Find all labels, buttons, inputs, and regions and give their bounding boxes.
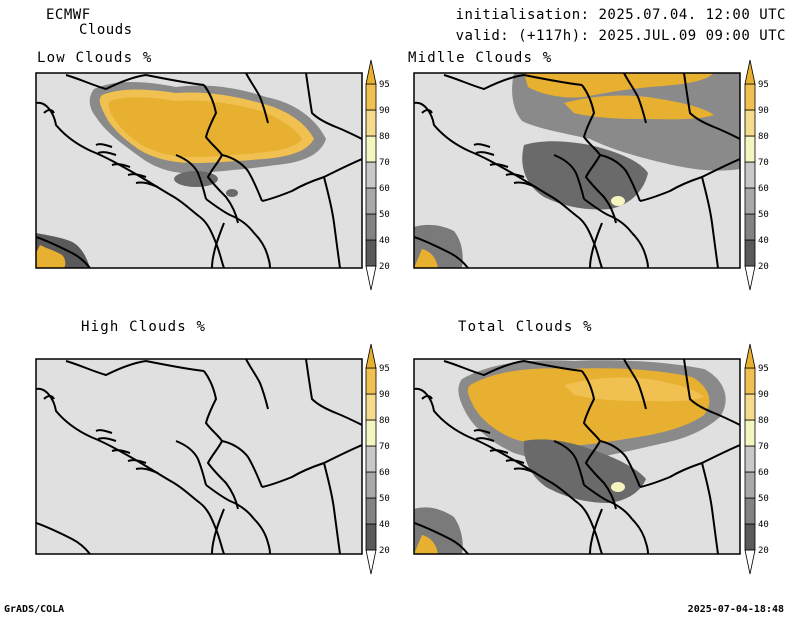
colorbar-label: 40 (758, 520, 769, 530)
colorbar-label: 80 (758, 132, 769, 142)
colorbar-swatch (744, 265, 756, 291)
colorbar-label: 20 (379, 262, 390, 272)
colorbar-swatch (365, 109, 377, 137)
colorbar-swatch (365, 549, 377, 575)
colorbar-swatch (744, 367, 756, 395)
colorbar-swatch (365, 83, 377, 111)
colorbar-swatch (744, 213, 756, 241)
panel-low-clouds (35, 72, 363, 269)
colorbar-swatch (365, 239, 377, 267)
colorbar-swatch (744, 445, 756, 473)
panel-high-clouds (35, 358, 363, 555)
colorbar-swatch (365, 445, 377, 473)
colorbar-swatch (744, 343, 756, 369)
colorbar-label: 40 (379, 520, 390, 530)
colorbar-label: 60 (379, 468, 390, 478)
colorbar-swatch (365, 497, 377, 525)
colorbar-label: 95 (758, 364, 769, 374)
colorbar-swatch (365, 265, 377, 291)
colorbar-label: 60 (379, 184, 390, 194)
footer-right: 2025-07-04-18:48 (687, 604, 784, 615)
colorbar-swatch (365, 343, 377, 369)
colorbar-swatch (365, 59, 377, 85)
panel-middle-clouds (413, 72, 741, 269)
colorbar-label: 50 (379, 210, 390, 220)
colorbar-label: 90 (379, 390, 390, 400)
colorbar-swatch (365, 187, 377, 215)
colorbar-swatch (744, 83, 756, 111)
colorbar-swatch (365, 161, 377, 189)
colorbar-label: 50 (758, 494, 769, 504)
colorbar-swatch (365, 393, 377, 421)
colorbar-swatch (744, 59, 756, 85)
colorbar-label: 90 (379, 106, 390, 116)
colorbar-label: 50 (758, 210, 769, 220)
panel-title-total: Total Clouds % (458, 319, 593, 335)
colorbar-label: 70 (758, 158, 769, 168)
colorbar-label: 40 (379, 236, 390, 246)
init-time: initialisation: 2025.07.04. 12:00 UTC (455, 7, 786, 23)
colorbar-label: 95 (379, 80, 390, 90)
colorbar-swatch (744, 161, 756, 189)
product-name: Clouds (79, 22, 133, 38)
colorbar-label: 20 (758, 262, 769, 272)
colorbar-swatch (365, 135, 377, 163)
colorbar-label: 80 (758, 416, 769, 426)
colorbar-label: 80 (379, 132, 390, 142)
colorbar-swatch (365, 419, 377, 447)
panel-title-middle: Midlle Clouds % (408, 50, 553, 66)
colorbar-label: 20 (758, 546, 769, 556)
valid-time: valid: (+117h): 2025.JUL.09 09:00 UTC (455, 28, 786, 44)
colorbar-label: 90 (758, 106, 769, 116)
colorbar-swatch (744, 419, 756, 447)
colorbar-label: 70 (379, 442, 390, 452)
colorbar-swatch (744, 109, 756, 137)
colorbar-label: 60 (758, 468, 769, 478)
colorbar-swatch (744, 393, 756, 421)
panel-title-high: High Clouds % (81, 319, 207, 335)
colorbar-label: 95 (379, 364, 390, 374)
panel-total-clouds (413, 358, 741, 555)
colorbar-left: 20 40 50 60 70 80 90 95 (365, 59, 390, 291)
colorbar-swatch (365, 213, 377, 241)
colorbar-swatch (744, 135, 756, 163)
colorbar-swatch (365, 523, 377, 551)
colorbar-label: 80 (379, 416, 390, 426)
colorbar-label: 40 (758, 236, 769, 246)
panel-title-low: Low Clouds % (37, 50, 153, 66)
colorbar-label: 90 (758, 390, 769, 400)
colorbar-swatch (744, 523, 756, 551)
colorbar-swatch (365, 471, 377, 499)
model-name: ECMWF (46, 7, 91, 23)
colorbar-swatch (744, 187, 756, 215)
footer-left: GrADS/COLA (4, 604, 65, 615)
colorbar-label: 60 (758, 184, 769, 194)
colorbar-label: 70 (758, 442, 769, 452)
colorbar-label: 50 (379, 494, 390, 504)
colorbar-top: 20 40 50 60 70 80 90 95 (744, 59, 769, 291)
colorbar-label: 20 (379, 546, 390, 556)
colorbar-swatch (744, 497, 756, 525)
colorbar-swatch (744, 471, 756, 499)
colorbar-left: 20 40 50 60 70 80 90 95 (365, 343, 390, 575)
colorbar-label: 95 (758, 80, 769, 90)
colorbar-swatch (365, 367, 377, 395)
colorbar-swatch (744, 239, 756, 267)
colorbar-bottom: 20 40 50 60 70 80 90 95 (744, 343, 769, 575)
colorbar-label: 70 (379, 158, 390, 168)
colorbar-swatch (744, 549, 756, 575)
